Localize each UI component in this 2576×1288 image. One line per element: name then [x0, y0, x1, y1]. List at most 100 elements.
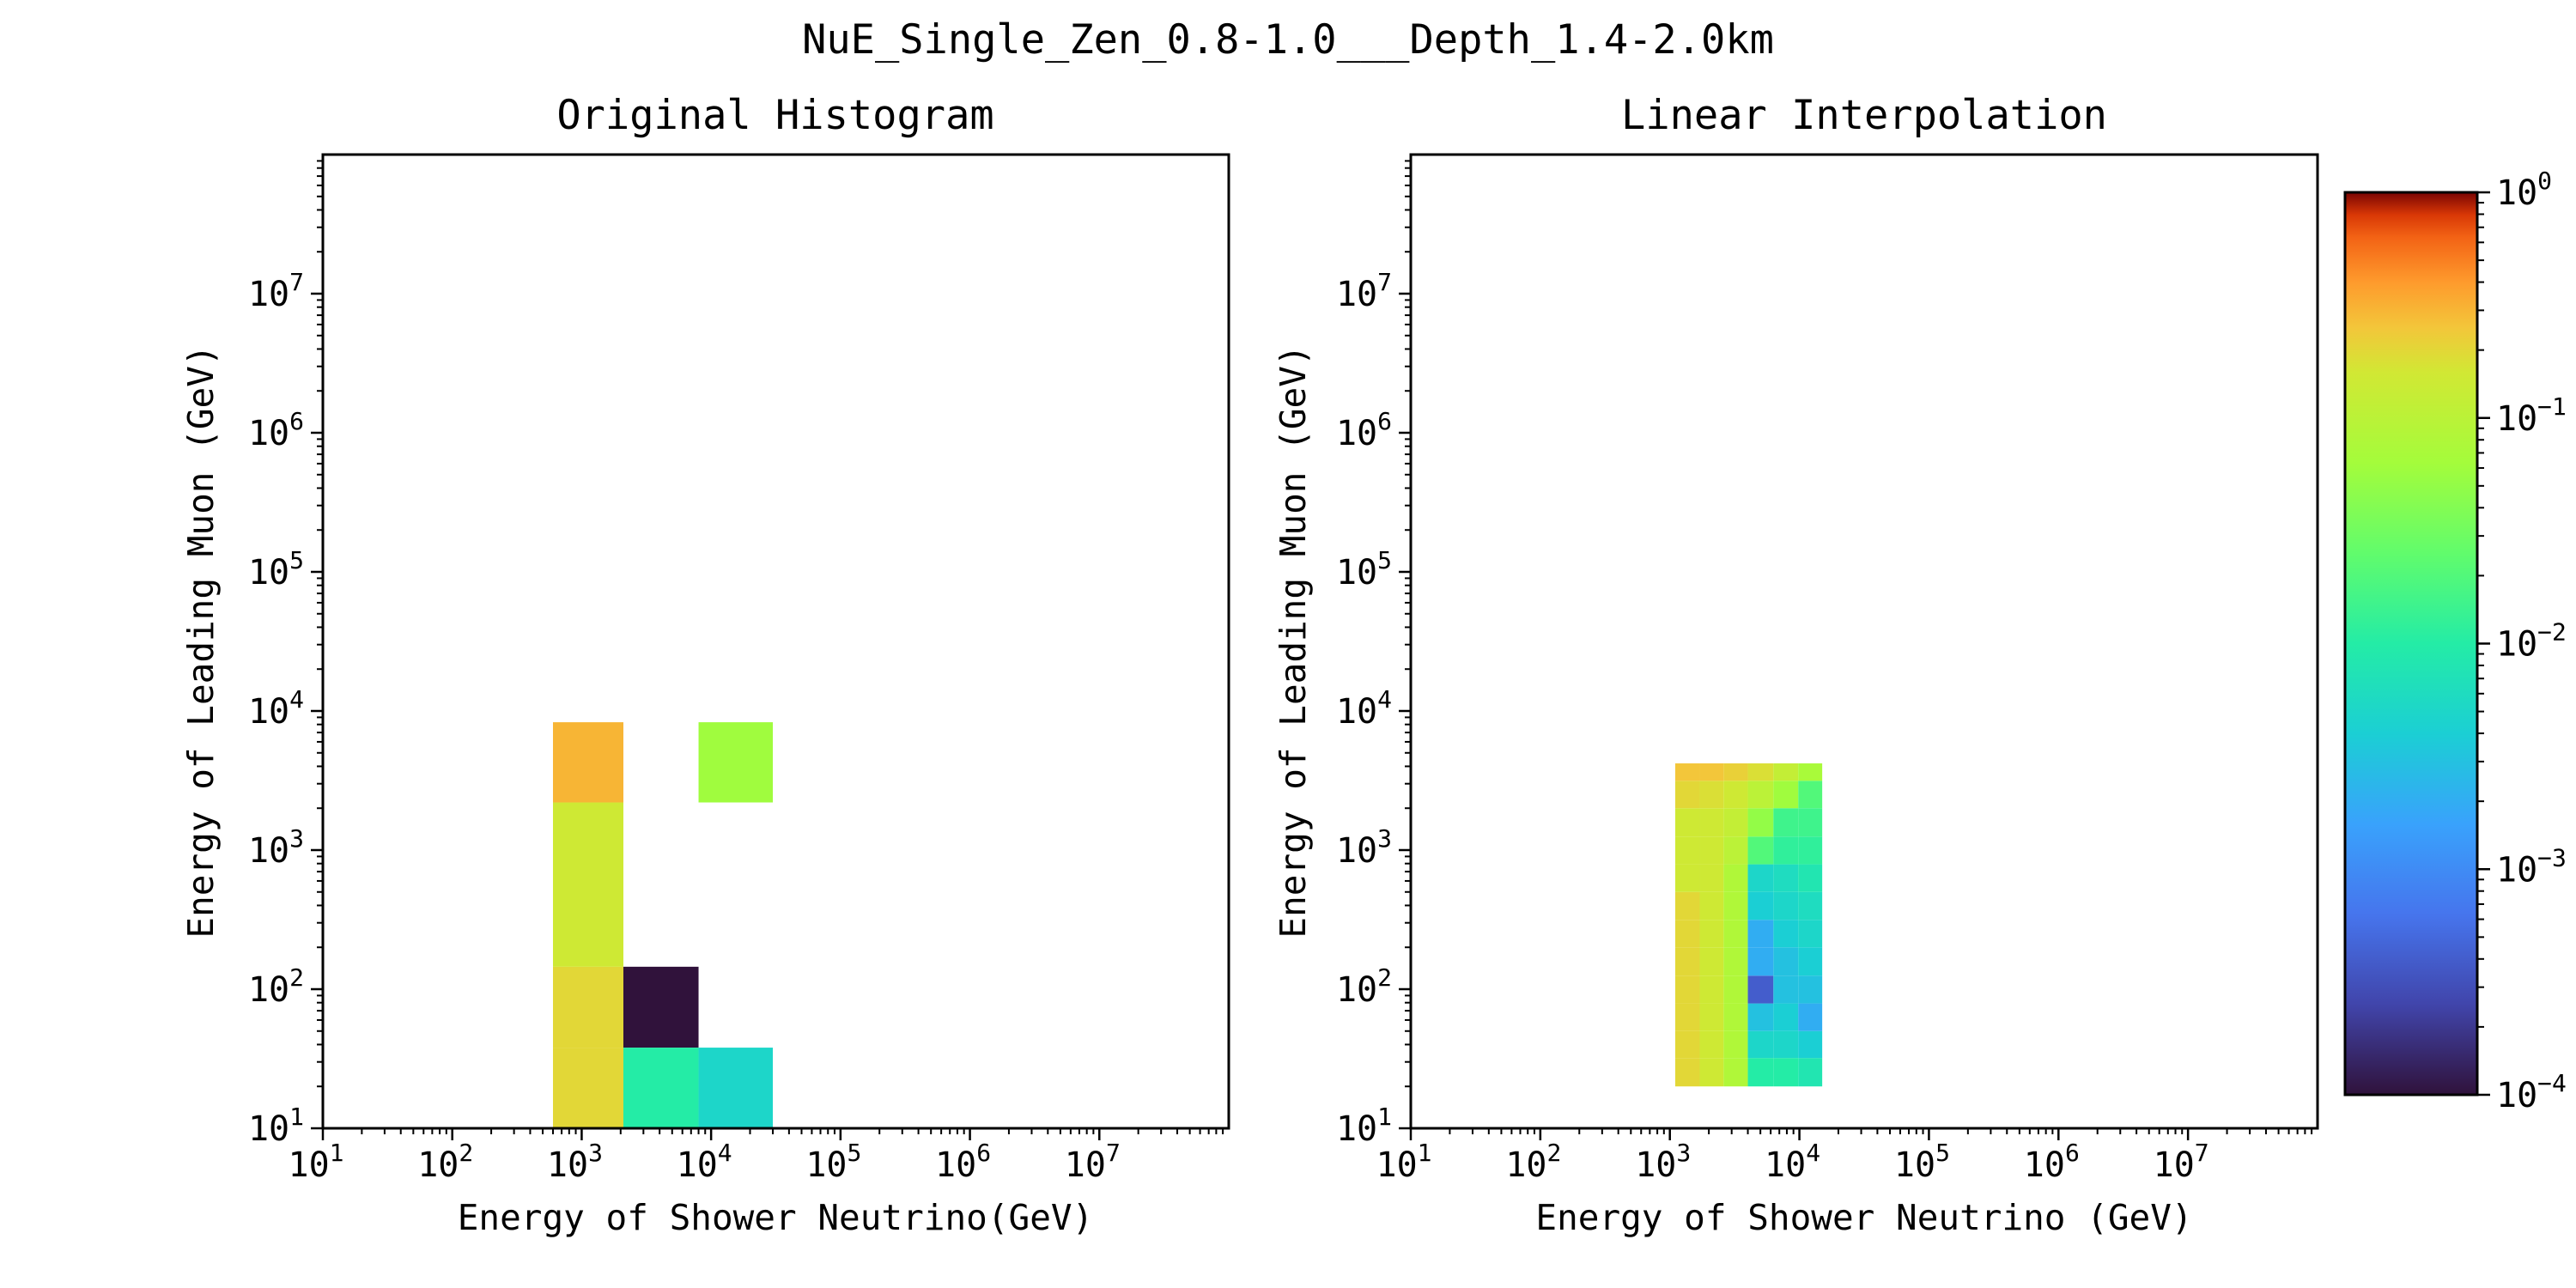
heatmap-cell: [1674, 1030, 1700, 1059]
heatmap-cell: [1773, 920, 1799, 948]
x-axis-label: Energy of Shower Neutrino (GeV): [1535, 1197, 2192, 1238]
heatmap-cell: [1674, 864, 1700, 892]
heatmap-cell: [552, 1048, 623, 1128]
heatmap-cell: [1747, 1030, 1774, 1059]
heatmap-cell: [1773, 1003, 1799, 1031]
heatmap-cell: [1747, 975, 1774, 1004]
x-axis-label: Energy of Shower Neutrino(GeV): [458, 1197, 1094, 1238]
heatmap-cell: [1798, 864, 1823, 892]
heatmap-cell: [1699, 763, 1724, 781]
panel-linear-interpolation: Linear Interpolation 101 102 103 104 105 106 1…: [1273, 92, 2319, 1238]
heatmap-cell: [1699, 920, 1724, 948]
heatmap-cell: [1699, 1030, 1724, 1059]
heatmap-cells: [552, 722, 774, 1128]
heatmap-cell: [1773, 781, 1799, 809]
heatmap-cell: [1699, 891, 1724, 920]
heatmap-cell: [1773, 836, 1799, 865]
heatmap-cell: [1674, 975, 1700, 1004]
heatmap-cells: [1674, 763, 1823, 1087]
heatmap-cell: [1747, 763, 1774, 781]
heatmap-cell: [1699, 947, 1724, 976]
heatmap-cell: [1723, 1003, 1748, 1031]
heatmap-cell: [1674, 836, 1700, 865]
heatmap-cell: [1773, 864, 1799, 892]
plot-frame: [1409, 153, 2319, 1130]
heatmap-cell: [1699, 808, 1724, 837]
heatmap-cell: [1747, 947, 1774, 976]
x-tick-label: 103: [547, 1139, 603, 1185]
heatmap-cell: [1747, 1003, 1774, 1031]
heatmap-cell: [1723, 864, 1748, 892]
colorbar-tick-label: 10−4: [2496, 1069, 2567, 1115]
heatmap-cell: [1723, 763, 1748, 781]
heatmap-cell: [1747, 920, 1774, 948]
heatmap-cell: [1699, 975, 1724, 1004]
y-tick-label: 103: [248, 824, 304, 871]
heatmap-cell: [1674, 1003, 1700, 1031]
heatmap-cell: [552, 802, 623, 967]
panel-original-histogram: Original Histogram 101 102 103 104 105 106 107…: [180, 92, 1230, 1238]
heatmap-cell: [1723, 836, 1748, 865]
heatmap-cell: [1723, 975, 1748, 1004]
heatmap-cell: [1674, 808, 1700, 837]
heatmap-cell: [1798, 975, 1823, 1004]
heatmap-cell: [1723, 1030, 1748, 1059]
x-tick-label: 107: [1065, 1139, 1121, 1185]
heatmap-cell: [1798, 1003, 1823, 1031]
axis-ticks: 101 102 103 104 105 106 107 101 102 103 104 105 106 1…: [1336, 160, 2313, 1185]
x-tick-label: 103: [1635, 1139, 1691, 1185]
y-tick-label: 103: [1336, 824, 1392, 871]
heatmap-cell: [1747, 891, 1774, 920]
colorbar-tick-label: 10−2: [2496, 618, 2567, 665]
x-tick-label: 106: [935, 1139, 991, 1185]
heatmap-cell: [1747, 808, 1774, 837]
heatmap-cell: [1723, 920, 1748, 948]
plot-frame: [321, 153, 1230, 1130]
axis-ticks: 101 102 103 104 105 106 107 101 102 103 104 105 106 1…: [248, 160, 1224, 1185]
colorbar-tick-label: 100: [2496, 167, 2552, 213]
x-tick-label: 102: [417, 1139, 473, 1185]
heatmap-cell: [1798, 891, 1823, 920]
heatmap-cell: [623, 966, 699, 1048]
y-tick-label: 101: [248, 1103, 304, 1149]
figure-title: NuE_Single_Zen_0.8-1.0___Depth_1.4-2.0km: [802, 16, 1774, 64]
heatmap-cell: [552, 966, 623, 1048]
x-tick-label: 102: [1505, 1139, 1561, 1185]
y-tick-label: 101: [1336, 1103, 1392, 1149]
heatmap-cell: [1798, 808, 1823, 837]
heatmap-cell: [1773, 1030, 1799, 1059]
heatmap-cell: [1798, 1058, 1823, 1087]
heatmap-cell: [1723, 891, 1748, 920]
heatmap-cell: [1674, 781, 1700, 809]
y-axis-label: Energy of Leading Muon (GeV): [180, 344, 222, 938]
y-tick-label: 105: [1336, 546, 1392, 592]
heatmap-cell: [1699, 781, 1724, 809]
heatmap-cell: [1699, 1003, 1724, 1031]
x-tick-label: 105: [805, 1139, 861, 1185]
heatmap-cell: [1723, 808, 1748, 837]
x-tick-label: 106: [2024, 1139, 2080, 1185]
heatmap-cell: [1798, 836, 1823, 865]
y-tick-label: 104: [1336, 685, 1392, 732]
heatmap-cell: [1773, 808, 1799, 837]
x-tick-label: 104: [1765, 1139, 1820, 1185]
heatmap-cell: [1699, 1058, 1724, 1087]
heatmap-cell: [1674, 920, 1700, 948]
y-tick-label: 105: [248, 546, 304, 592]
heatmap-cell: [1747, 1058, 1774, 1087]
heatmap-cell: [1773, 947, 1799, 976]
heatmap-cell: [1674, 947, 1700, 976]
x-tick-label: 101: [1376, 1139, 1431, 1185]
colorbar: 100 10−1 10−2 10−3 10−4: [2343, 167, 2567, 1115]
heatmap-cell: [1723, 1058, 1748, 1087]
heatmap-cell: [1674, 1058, 1700, 1087]
y-tick-label: 107: [1336, 268, 1392, 314]
y-axis-label: Energy of Leading Muon (GeV): [1273, 344, 1314, 938]
y-tick-label: 106: [248, 407, 304, 453]
x-tick-label: 104: [677, 1139, 732, 1185]
heatmap-cell: [1798, 781, 1823, 809]
heatmap-cell: [623, 1048, 699, 1128]
heatmap-cell: [698, 722, 774, 803]
x-tick-label: 101: [288, 1139, 343, 1185]
